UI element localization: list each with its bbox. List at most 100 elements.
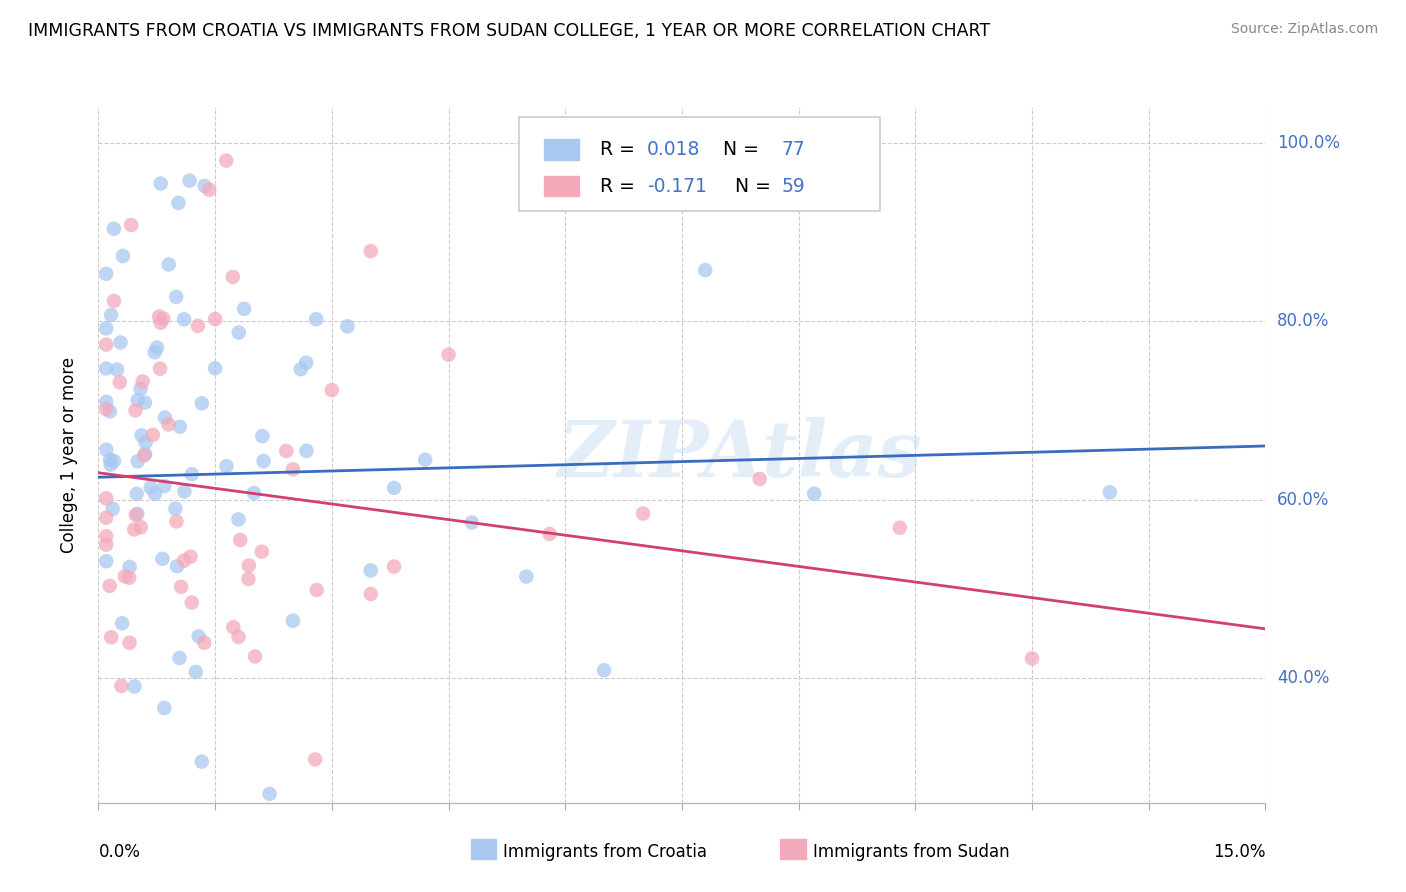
Point [96,510,118,524]
Point [243,486,266,500]
Point [165,501,187,516]
Point [96,267,118,281]
Point [169,419,191,434]
Point [229,533,252,547]
Point [152,311,174,326]
Point [382,481,405,495]
Text: 40.0%: 40.0% [1277,669,1330,687]
Point [593,663,616,677]
Point [103,293,125,308]
Point [96,394,118,409]
Text: Source: ZipAtlas.com: Source: ZipAtlas.com [1230,22,1378,37]
Text: ZIPAtlas: ZIPAtlas [558,417,922,493]
Point [252,429,274,443]
Point [321,383,343,397]
Point [166,559,188,574]
Text: N =: N = [711,140,765,159]
Point [222,270,245,285]
Point [122,523,145,537]
Point [157,417,180,432]
Point [153,701,176,715]
Point [127,393,149,408]
Text: N =: N = [723,177,776,195]
Point [184,665,207,679]
Point [243,649,266,664]
Point [110,679,132,693]
Point [252,454,274,468]
Point [295,356,318,370]
FancyBboxPatch shape [544,176,579,196]
Point [538,527,561,541]
Point [111,616,134,631]
Point [360,587,382,601]
Point [125,508,148,522]
Point [135,435,157,450]
Point [110,335,132,350]
Point [134,395,156,409]
Point [194,178,217,193]
Point [146,341,169,355]
Text: R =: R = [600,140,641,159]
Point [96,491,118,506]
Point [131,428,153,442]
Point [187,629,209,643]
Point [515,569,537,583]
Point [149,361,172,376]
Point [304,752,326,766]
Point [190,755,212,769]
Point [204,361,226,376]
Point [165,515,187,529]
Point [139,481,162,495]
Point [695,263,717,277]
Point [276,444,298,458]
Point [125,487,148,501]
Point [290,362,312,376]
Point [134,447,156,461]
Y-axis label: College, 1 year or more: College, 1 year or more [59,357,77,553]
FancyBboxPatch shape [544,139,579,160]
Point [118,636,141,650]
Point [96,321,118,335]
Point [111,249,134,263]
Point [170,580,193,594]
Point [132,375,155,389]
Point [437,348,460,362]
Point [1098,485,1121,500]
Point [228,512,250,526]
Point [149,177,172,191]
Point [153,479,176,493]
Point [173,484,195,499]
Point [167,195,190,210]
Text: 77: 77 [782,140,804,159]
Point [215,153,238,168]
Point [96,401,118,416]
Text: -0.171: -0.171 [647,177,707,195]
Point [143,345,166,359]
Point [157,257,180,271]
Point [98,579,121,593]
Point [103,221,125,235]
Point [173,312,195,326]
Text: 15.0%: 15.0% [1213,843,1265,861]
Point [129,382,152,396]
Point [180,467,202,482]
Point [228,630,250,644]
Point [118,560,141,574]
Point [127,507,149,521]
Point [96,337,118,351]
Point [259,787,281,801]
Point [100,458,122,472]
Point [114,569,136,583]
Text: R =: R = [600,177,641,195]
Point [336,319,359,334]
Point [96,361,118,376]
Text: 80.0%: 80.0% [1277,312,1330,330]
Point [180,596,202,610]
Point [169,651,191,665]
Point [281,462,304,476]
Point [153,410,176,425]
Point [143,486,166,500]
Text: 0.018: 0.018 [647,140,700,159]
Point [98,452,121,467]
Point [295,443,318,458]
